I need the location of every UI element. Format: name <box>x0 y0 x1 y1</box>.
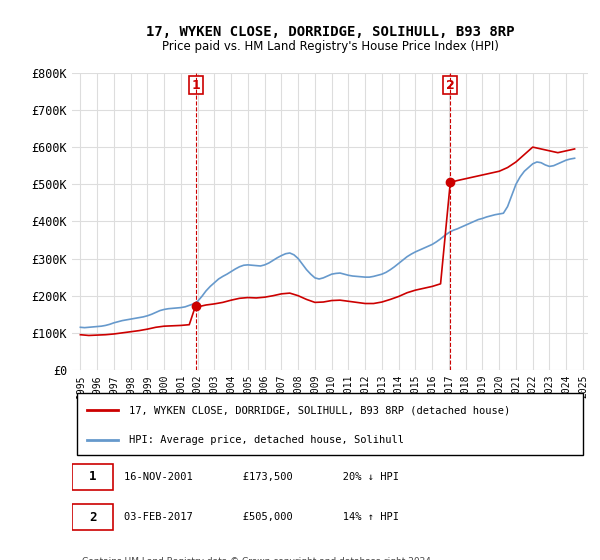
FancyBboxPatch shape <box>72 464 113 491</box>
Text: HPI: Average price, detached house, Solihull: HPI: Average price, detached house, Soli… <box>129 435 404 445</box>
Text: 1: 1 <box>191 79 200 92</box>
Text: 03-FEB-2017        £505,000        14% ↑ HPI: 03-FEB-2017 £505,000 14% ↑ HPI <box>124 512 398 522</box>
Text: 16-NOV-2001        £173,500        20% ↓ HPI: 16-NOV-2001 £173,500 20% ↓ HPI <box>124 472 398 482</box>
Text: 2: 2 <box>446 79 455 92</box>
Text: Price paid vs. HM Land Registry's House Price Index (HPI): Price paid vs. HM Land Registry's House … <box>161 40 499 53</box>
Text: 17, WYKEN CLOSE, DORRIDGE, SOLIHULL, B93 8RP (detached house): 17, WYKEN CLOSE, DORRIDGE, SOLIHULL, B93… <box>129 405 510 415</box>
Text: Contains HM Land Registry data © Crown copyright and database right 2024.
This d: Contains HM Land Registry data © Crown c… <box>82 557 434 560</box>
Text: 2: 2 <box>89 511 97 524</box>
Text: 1: 1 <box>89 470 97 483</box>
FancyBboxPatch shape <box>77 393 583 455</box>
Text: 17, WYKEN CLOSE, DORRIDGE, SOLIHULL, B93 8RP: 17, WYKEN CLOSE, DORRIDGE, SOLIHULL, B93… <box>146 25 514 39</box>
FancyBboxPatch shape <box>72 503 113 530</box>
